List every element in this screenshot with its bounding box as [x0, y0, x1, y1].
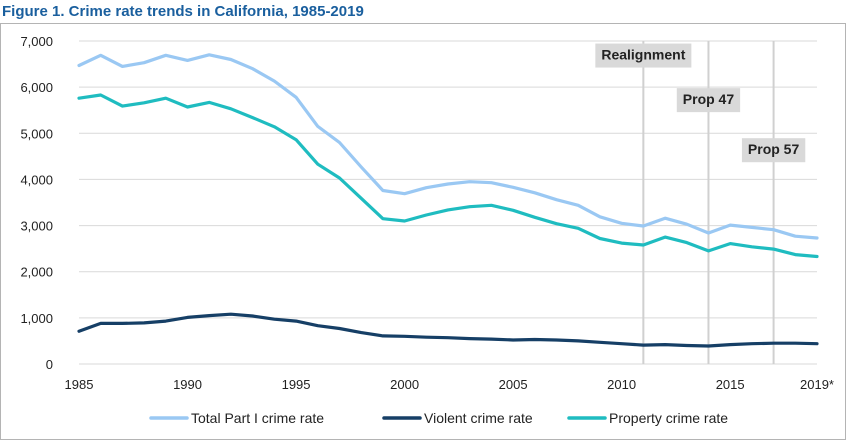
x-tick-label: 1985 [65, 377, 94, 392]
x-tick-label: 2005 [499, 377, 528, 392]
annotation-label: Prop 47 [676, 88, 741, 113]
annotation-label: Prop 57 [741, 138, 806, 163]
x-tick-label: 2019* [800, 377, 834, 392]
series-line-total-part-i-crime-rate [77, 53, 819, 240]
y-tick-label: 3,000 [20, 219, 53, 234]
legend-label: Property crime rate [609, 410, 728, 426]
chart-frame: 0 1,000 2,000 3,000 4,000 5,000 6,000 7,000 1985… [0, 23, 846, 440]
annotation-label-text: Prop 57 [748, 141, 800, 157]
legend-label: Total Part I crime rate [191, 410, 324, 426]
y-tick-label: 1,000 [20, 311, 53, 326]
legend-label: Violent crime rate [424, 410, 533, 426]
x-tick-label: 2010 [607, 377, 636, 392]
y-tick-label: 0 [46, 357, 53, 372]
x-tick-label: 2000 [390, 377, 419, 392]
y-tick-label: 6,000 [20, 80, 53, 95]
annotation-label: Realignment [595, 43, 692, 68]
series-line-property-crime-rate [77, 93, 819, 259]
x-tick-label: 2015 [716, 377, 745, 392]
annotation-label-text: Realignment [601, 47, 685, 63]
annotation-label-box [741, 138, 806, 163]
y-tick-label: 7,000 [20, 34, 53, 49]
crime-rate-line-chart: 0 1,000 2,000 3,000 4,000 5,000 6,000 7,000 1985… [20, 34, 834, 426]
x-tick-label: 1995 [282, 377, 311, 392]
y-tick-label: 2,000 [20, 265, 53, 280]
annotation-label-text: Prop 47 [683, 91, 735, 107]
y-tick-label: 4,000 [20, 172, 53, 187]
y-tick-label: 5,000 [20, 126, 53, 141]
series-line-violent-crime-rate [77, 312, 819, 348]
figure-title: Figure 1. Crime rate trends in Californi… [2, 3, 364, 20]
x-tick-label: 1990 [173, 377, 202, 392]
annotation-label-box [676, 88, 741, 113]
annotation-label-box [595, 43, 692, 68]
